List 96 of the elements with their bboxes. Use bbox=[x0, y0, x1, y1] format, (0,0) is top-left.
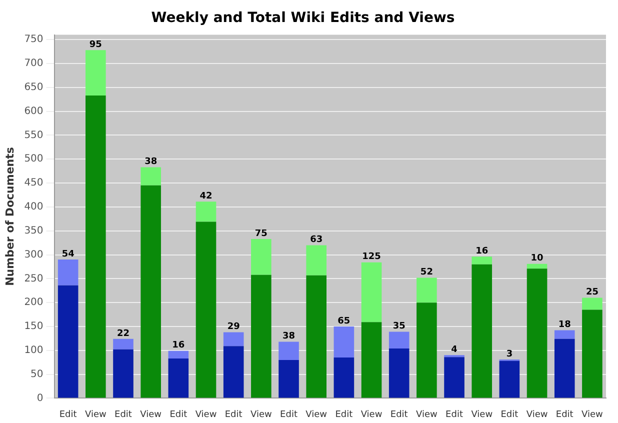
y-tick-label: 250 bbox=[24, 273, 44, 284]
bar bbox=[196, 202, 216, 222]
data-label: 52 bbox=[420, 268, 433, 278]
y-tick-label: 650 bbox=[24, 82, 44, 93]
x-tick-label: Edit bbox=[280, 410, 298, 420]
data-label: 38 bbox=[282, 332, 296, 342]
x-tick-label: Edit bbox=[500, 410, 519, 420]
bar bbox=[113, 338, 134, 350]
bar bbox=[416, 278, 437, 303]
y-tick-label: 450 bbox=[24, 178, 44, 189]
bar bbox=[472, 264, 492, 398]
y-tick-label: 550 bbox=[24, 130, 44, 141]
x-tick-label: View bbox=[306, 410, 328, 420]
data-label: 16 bbox=[172, 340, 185, 351]
y-tick-label: 350 bbox=[24, 225, 44, 236]
x-tick-label: View bbox=[360, 410, 382, 420]
y-tick-label: 600 bbox=[24, 106, 44, 117]
x-tick-label: View bbox=[526, 410, 548, 420]
x-tick-label: View bbox=[416, 410, 438, 420]
data-label: 125 bbox=[362, 252, 381, 262]
bar bbox=[251, 238, 272, 275]
bar bbox=[223, 332, 244, 346]
y-axis-title: Number of Documents bbox=[3, 146, 16, 286]
data-label: 54 bbox=[62, 249, 74, 260]
bar bbox=[361, 262, 382, 322]
bar bbox=[334, 326, 354, 358]
bar bbox=[278, 360, 299, 398]
x-tick-label: Edit bbox=[446, 410, 464, 420]
data-label: 75 bbox=[254, 228, 268, 239]
data-label: 29 bbox=[227, 322, 240, 332]
y-tick-label: 300 bbox=[24, 249, 44, 260]
bar bbox=[140, 167, 161, 186]
y-tick-label: 400 bbox=[24, 202, 44, 213]
bar bbox=[113, 349, 134, 398]
x-tick-label: View bbox=[582, 410, 603, 420]
data-label: 22 bbox=[116, 328, 130, 339]
bar bbox=[416, 302, 437, 398]
bar bbox=[444, 357, 464, 398]
x-tick-label: Edit bbox=[335, 410, 354, 420]
bar bbox=[388, 348, 410, 398]
y-tick-label: 0 bbox=[36, 392, 44, 404]
y-tick-label: 50 bbox=[30, 368, 44, 380]
data-label: 63 bbox=[310, 235, 323, 246]
data-label: 18 bbox=[558, 320, 571, 330]
bar bbox=[306, 275, 326, 398]
data-label: 38 bbox=[144, 157, 158, 168]
bar bbox=[58, 285, 78, 398]
x-tick-label: Edit bbox=[390, 410, 408, 420]
y-tick-label: 100 bbox=[24, 344, 44, 356]
bar bbox=[140, 185, 161, 398]
x-tick-label: View bbox=[140, 410, 162, 420]
bar bbox=[196, 222, 216, 398]
bar bbox=[582, 298, 602, 310]
data-label: 35 bbox=[392, 322, 406, 332]
bar bbox=[86, 50, 106, 96]
bar bbox=[554, 330, 575, 339]
x-tick-label: View bbox=[471, 410, 493, 420]
bar bbox=[251, 274, 272, 398]
bar bbox=[582, 310, 602, 398]
bar bbox=[86, 96, 106, 398]
data-label: 3 bbox=[506, 349, 513, 360]
bar bbox=[306, 245, 326, 276]
bar bbox=[361, 322, 382, 398]
chart-title: Weekly and Total Wiki Edits and Views bbox=[151, 10, 455, 26]
bar bbox=[168, 350, 189, 359]
y-tick-label: 500 bbox=[24, 154, 44, 165]
x-tick-label: Edit bbox=[170, 410, 188, 420]
data-label: 95 bbox=[89, 40, 102, 50]
bar bbox=[554, 338, 575, 398]
y-tick-label: 200 bbox=[24, 297, 44, 308]
data-label: 42 bbox=[200, 192, 212, 202]
data-label: 4 bbox=[451, 345, 458, 356]
y-tick-label: 150 bbox=[24, 321, 44, 332]
x-tick-label: View bbox=[250, 410, 272, 420]
bar bbox=[278, 342, 299, 360]
bar bbox=[526, 264, 548, 269]
x-tick-label: Edit bbox=[224, 410, 243, 420]
bar bbox=[472, 256, 492, 264]
y-tick-label: 750 bbox=[24, 34, 44, 46]
x-tick-label: View bbox=[195, 410, 217, 420]
x-tick-label: Edit bbox=[556, 410, 574, 420]
bar bbox=[58, 260, 78, 286]
bar bbox=[526, 268, 548, 398]
bar bbox=[499, 360, 520, 398]
bar bbox=[223, 346, 244, 398]
data-label: 65 bbox=[338, 316, 350, 326]
x-tick-label: Edit bbox=[114, 410, 132, 420]
x-tick-label: View bbox=[84, 410, 106, 420]
data-label: 16 bbox=[476, 246, 488, 257]
data-label: 10 bbox=[530, 254, 544, 264]
data-label: 25 bbox=[586, 288, 598, 298]
bar bbox=[168, 358, 189, 398]
x-tick-label: Edit bbox=[59, 410, 78, 420]
bar bbox=[388, 332, 410, 348]
y-tick-label: 700 bbox=[24, 58, 44, 70]
bar bbox=[334, 358, 354, 398]
